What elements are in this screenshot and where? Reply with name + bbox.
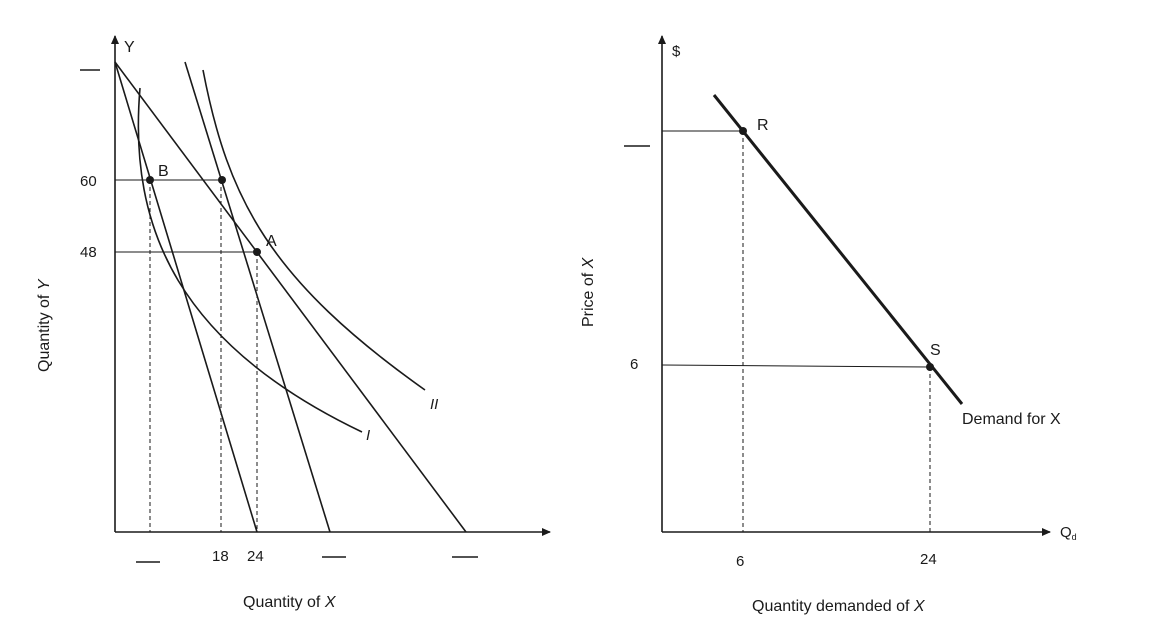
demand-curve [712,94,964,405]
right-y-axis-title: Price of X [580,256,597,327]
left-x-axis-title: Quantity of X [243,594,337,611]
demand-label: Demand for X [962,411,1061,428]
budget-line-2 [114,61,467,533]
curve-i-label: I [366,427,370,444]
point-unlabeled [218,176,226,184]
point-r-label: R [757,117,769,134]
right-y-axis-symbol: $ [672,43,681,60]
point-b-label: B [158,163,169,180]
left-panel: Y 60 48 18 24 Quantity of X Quantity of … [36,35,551,611]
point-a-label: A [266,233,277,250]
left-y-tick-48: 48 [80,244,97,261]
guide-s [661,364,931,368]
point-r [739,127,747,135]
right-y-tick-6: 6 [630,356,638,373]
right-x-axis-title: Quantity demanded of X [752,598,926,615]
left-x-tick-18: 18 [212,548,229,565]
point-s [926,363,934,371]
left-x-tick-24: 24 [247,548,264,565]
budget-line-3 [184,61,331,533]
indifference-curve-i [137,87,363,433]
point-s-label: S [930,342,941,359]
budget-line-1 [114,61,258,533]
left-y-tick-60: 60 [80,173,97,190]
point-a [253,248,261,256]
right-x-axis-symbol: Qd [1060,524,1077,542]
point-b [146,176,154,184]
left-y-axis-title: Quantity of Y [36,278,53,372]
right-panel: $ Qd 6 6 24 Quantity demanded of X Price… [580,35,1077,615]
right-x-tick-6: 6 [736,553,744,570]
curve-ii-label: II [430,396,438,413]
indifference-curve-ii [202,69,426,391]
right-x-tick-24: 24 [920,551,937,568]
left-y-axis-letter: Y [124,39,135,56]
